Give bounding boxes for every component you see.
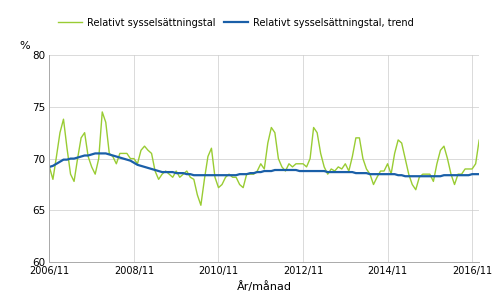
Text: %: % [19,41,30,51]
Relativt sysselsättningstal [198,203,204,207]
Line: Relativt sysselsättningstal: Relativt sysselsättningstal [49,112,494,205]
Relativt sysselsättningstal [416,175,422,179]
Relativt sysselsättningstal, trend [46,165,52,169]
Relativt sysselsättningstal, trend [124,158,130,161]
Relativt sysselsättningstal [99,110,105,114]
Relativt sysselsättningstal [388,172,394,176]
Relativt sysselsättningstal, trend [385,172,391,176]
Relativt sysselsättningstal, trend [402,174,408,178]
Relativt sysselsättningstal [46,165,52,169]
Relativt sysselsättningstal [124,152,130,155]
Relativt sysselsättningstal, trend [92,152,98,155]
Relativt sysselsättningstal, trend [416,174,422,178]
X-axis label: År/månad: År/månad [237,281,292,292]
Legend: Relativt sysselsättningstal, Relativt sysselsättningstal, trend: Relativt sysselsättningstal, Relativt sy… [54,14,417,32]
Relativt sysselsättningstal [458,172,464,176]
Relativt sysselsättningstal, trend [458,173,464,177]
Line: Relativt sysselsättningstal, trend: Relativt sysselsättningstal, trend [49,153,494,176]
